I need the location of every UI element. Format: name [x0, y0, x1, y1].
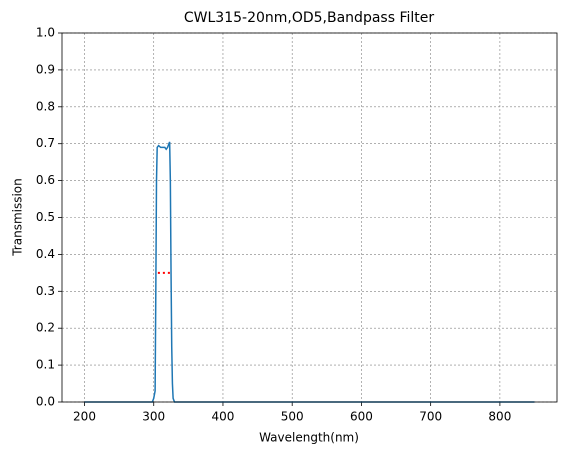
y-tick-label: 0.7	[36, 136, 55, 150]
y-tick-label: 0.3	[36, 284, 55, 298]
y-tick-label: 0.1	[36, 358, 55, 372]
x-tick-label: 800	[488, 410, 511, 424]
x-tick-label: 400	[212, 410, 235, 424]
y-tick-label: 0.6	[36, 173, 55, 187]
y-tick-label: 0.9	[36, 62, 55, 76]
x-tick-label: 700	[419, 410, 442, 424]
x-tick-label: 500	[281, 410, 304, 424]
y-axis-label: Transmission	[11, 178, 25, 257]
y-tick-label: 1.0	[36, 26, 55, 40]
x-tick-label: 600	[350, 410, 373, 424]
data-line	[84, 141, 535, 403]
plot-frame	[61, 32, 558, 403]
x-tick-label: 300	[142, 410, 165, 424]
y-tick-label: 0.4	[36, 247, 55, 261]
chart-title: CWL315-20nm,OD5,Bandpass Filter	[184, 10, 434, 26]
y-tick-label: 0.5	[36, 210, 55, 224]
y-tick-label: 0.2	[36, 321, 55, 335]
x-axis-label: Wavelength(nm)	[259, 431, 359, 445]
x-tick-label: 200	[73, 410, 96, 424]
y-tick-label: 0.8	[36, 99, 55, 113]
y-tick-label: 0.0	[36, 395, 55, 409]
